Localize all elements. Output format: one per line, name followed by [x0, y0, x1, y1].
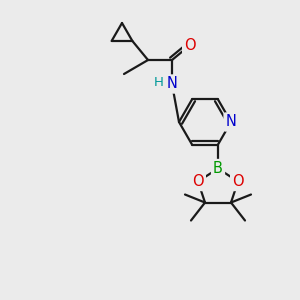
Text: O: O [232, 174, 244, 189]
Text: O: O [192, 174, 204, 189]
Text: H: H [154, 76, 164, 89]
Text: N: N [226, 115, 236, 130]
Text: B: B [213, 161, 223, 176]
Text: N: N [167, 76, 177, 92]
Text: O: O [184, 38, 196, 52]
